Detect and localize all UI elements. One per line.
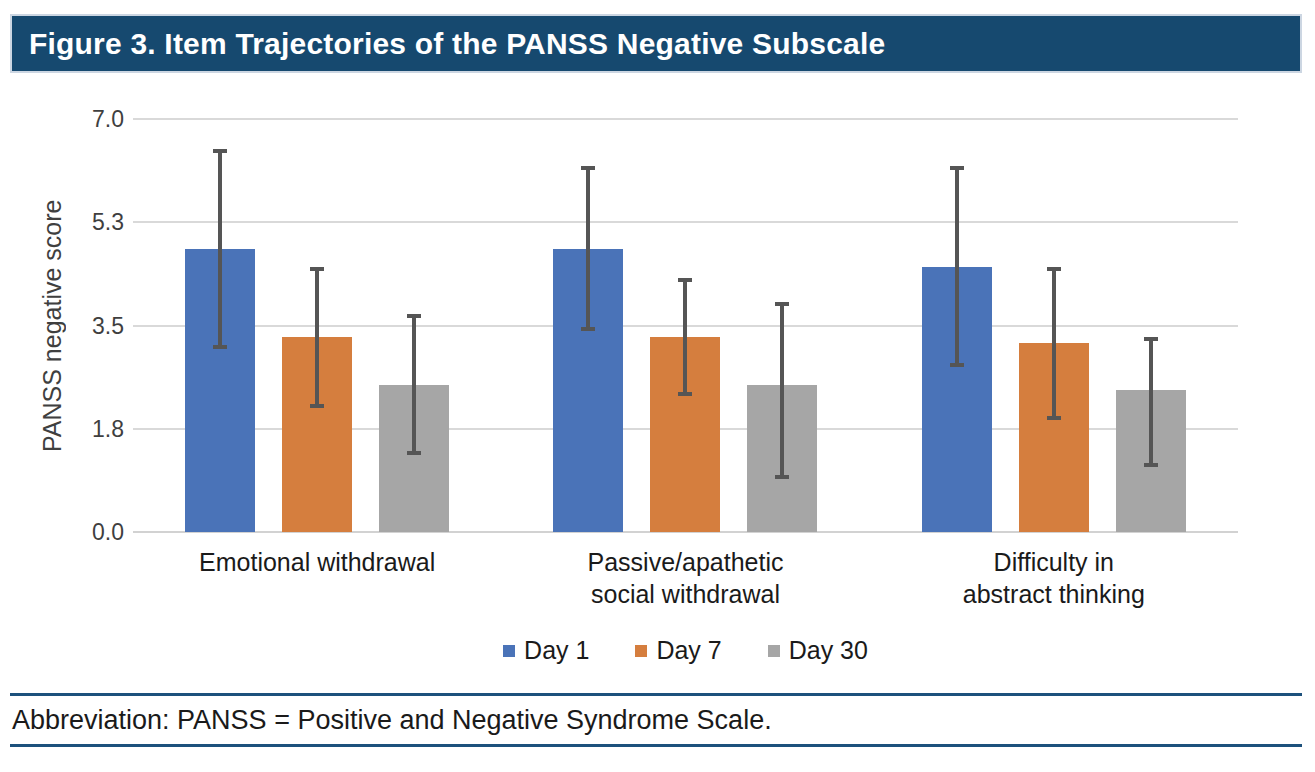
- error-bar-cap-bottom: [678, 392, 692, 396]
- legend-label-day-30: Day 30: [789, 636, 868, 665]
- error-bar-day-30-emotional-withdrawal: [407, 314, 421, 456]
- error-bar-cap-top: [310, 267, 324, 271]
- error-bar-day-1-passive-apathetic-social-withdrawal: [581, 166, 595, 331]
- error-bar-line: [315, 267, 319, 409]
- y-tick-label-0-0: 0.0: [92, 519, 124, 546]
- legend-marker-day-1: [503, 645, 515, 657]
- error-bar-line: [1052, 267, 1056, 420]
- category-label-emotional-withdrawal: Emotional withdrawal: [133, 546, 501, 578]
- bar-cell-day-1-emotional-withdrawal: [185, 119, 255, 532]
- bar-cell-day-30-difficulty-in-abstract-thinking: [1116, 119, 1186, 532]
- category-label-difficulty-in-abstract-thinking: Difficulty inabstract thinking: [870, 546, 1238, 610]
- legend-item-day-7: Day 7: [635, 636, 721, 665]
- footnote-rule-bottom: [10, 744, 1302, 747]
- legend-label-day-7: Day 7: [656, 636, 721, 665]
- error-bar-line: [1149, 337, 1153, 467]
- error-bar-day-7-difficulty-in-abstract-thinking: [1047, 267, 1061, 420]
- bar-group-passive-apathetic-social-withdrawal: [501, 119, 869, 532]
- category-label-line: Emotional withdrawal: [133, 546, 501, 578]
- error-bar-day-7-emotional-withdrawal: [310, 267, 324, 409]
- figure-title-bar: Figure 3. Item Trajectories of the PANSS…: [10, 14, 1302, 73]
- figure-page: Figure 3. Item Trajectories of the PANSS…: [0, 0, 1315, 772]
- category-label-line: social withdrawal: [501, 578, 869, 610]
- legend-marker-day-30: [768, 645, 780, 657]
- legend-label-day-1: Day 1: [524, 636, 589, 665]
- error-bar-cap-bottom: [775, 475, 789, 479]
- bar-cell-day-1-passive-apathetic-social-withdrawal: [553, 119, 623, 532]
- error-bar-cap-top: [678, 278, 692, 282]
- y-axis-tick-labels: 7.05.33.51.80.0: [0, 119, 124, 532]
- bar-group-emotional-withdrawal: [133, 119, 501, 532]
- figure-title: Figure 3. Item Trajectories of the PANSS…: [12, 27, 885, 61]
- error-bar-cap-top: [581, 166, 595, 170]
- bar-cell-day-1-difficulty-in-abstract-thinking: [922, 119, 992, 532]
- error-bar-cap-top: [407, 314, 421, 318]
- category-label-line: abstract thinking: [870, 578, 1238, 610]
- legend: Day 1 Day 7 Day 30: [133, 636, 1238, 665]
- error-bar-cap-bottom: [1047, 416, 1061, 420]
- error-bar-cap-top: [213, 149, 227, 153]
- plot-area: [133, 119, 1238, 532]
- error-bar-cap-bottom: [1144, 463, 1158, 467]
- legend-item-day-1: Day 1: [503, 636, 589, 665]
- error-bar-line: [412, 314, 416, 456]
- category-label-line: Passive/apathetic: [501, 546, 869, 578]
- category-label-passive-apathetic-social-withdrawal: Passive/apatheticsocial withdrawal: [501, 546, 869, 610]
- x-axis-category-labels: Emotional withdrawalPassive/apatheticsoc…: [133, 546, 1238, 626]
- y-tick-label-1-8: 1.8: [92, 415, 124, 442]
- error-bar-day-30-difficulty-in-abstract-thinking: [1144, 337, 1158, 467]
- bar-cell-day-30-passive-apathetic-social-withdrawal: [747, 119, 817, 532]
- error-bar-line: [955, 166, 959, 367]
- error-bar-cap-bottom: [213, 345, 227, 349]
- bar-cell-day-7-passive-apathetic-social-withdrawal: [650, 119, 720, 532]
- error-bar-day-1-emotional-withdrawal: [213, 149, 227, 350]
- error-bar-day-7-passive-apathetic-social-withdrawal: [678, 278, 692, 396]
- y-tick-label-5-3: 5.3: [92, 209, 124, 236]
- error-bar-cap-top: [1047, 267, 1061, 271]
- legend-item-day-30: Day 30: [768, 636, 868, 665]
- error-bar-line: [218, 149, 222, 350]
- y-tick-label-3-5: 3.5: [92, 312, 124, 339]
- error-bar-line: [780, 302, 784, 479]
- error-bar-line: [586, 166, 590, 331]
- error-bar-line: [683, 278, 687, 396]
- bar-cell-day-30-emotional-withdrawal: [379, 119, 449, 532]
- y-tick-label-7-0: 7.0: [92, 106, 124, 133]
- bar-cell-day-7-emotional-withdrawal: [282, 119, 352, 532]
- bar-group-difficulty-in-abstract-thinking: [870, 119, 1238, 532]
- error-bar-cap-top: [950, 166, 964, 170]
- abbreviation-note: Abbreviation: PANSS = Positive and Negat…: [12, 696, 1302, 744]
- error-bar-cap-bottom: [950, 363, 964, 367]
- legend-marker-day-7: [635, 645, 647, 657]
- error-bar-cap-top: [1144, 337, 1158, 341]
- category-label-line: Difficulty in: [870, 546, 1238, 578]
- error-bar-cap-bottom: [310, 404, 324, 408]
- bar-cell-day-7-difficulty-in-abstract-thinking: [1019, 119, 1089, 532]
- error-bar-cap-bottom: [581, 327, 595, 331]
- error-bar-day-30-passive-apathetic-social-withdrawal: [775, 302, 789, 479]
- error-bar-cap-bottom: [407, 451, 421, 455]
- error-bar-day-1-difficulty-in-abstract-thinking: [950, 166, 964, 367]
- error-bar-cap-top: [775, 302, 789, 306]
